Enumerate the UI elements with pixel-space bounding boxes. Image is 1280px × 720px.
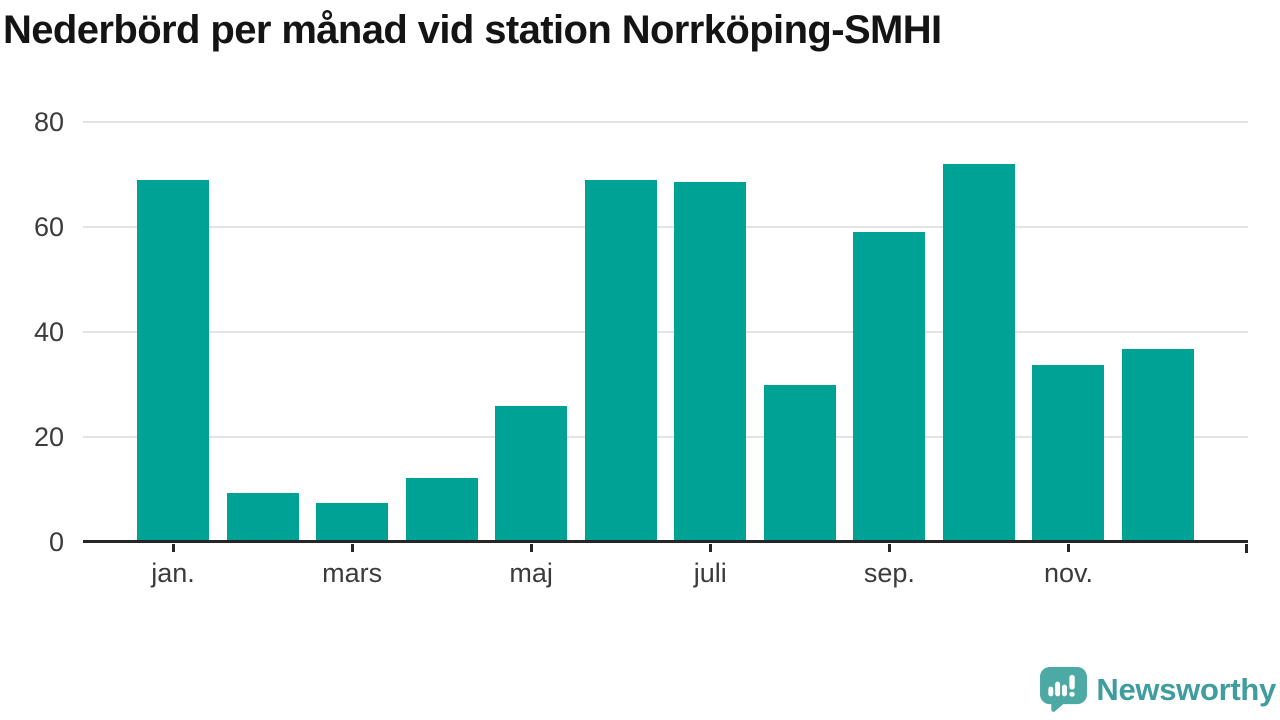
bar-maj — [495, 405, 568, 542]
y-tick-label: 0 — [48, 527, 64, 557]
bar-okt. — [942, 164, 1015, 542]
x-tick-label: sep. — [863, 558, 915, 588]
y-tick-label: 80 — [33, 107, 64, 137]
y-tick-label: 20 — [33, 422, 64, 452]
x-tick — [350, 544, 354, 552]
gridline-20 — [83, 436, 1248, 438]
gridline-40 — [83, 331, 1248, 333]
bars-group — [83, 122, 1248, 542]
bar-apr. — [405, 478, 478, 542]
y-tick-label: 40 — [33, 317, 64, 347]
y-tick-label: 60 — [33, 212, 64, 242]
x-tick — [171, 544, 175, 552]
gridline-60 — [83, 226, 1248, 228]
bar-feb. — [226, 493, 299, 542]
x-axis-line — [83, 540, 1248, 543]
gridline-80 — [83, 121, 1248, 123]
bar-nov. — [1032, 365, 1105, 542]
x-tick-label: jan. — [151, 558, 195, 588]
bar-dec. — [1121, 348, 1194, 542]
bar-mars — [316, 503, 389, 542]
bar-sep. — [853, 232, 926, 542]
brand-name: Newsworthy — [1096, 672, 1276, 707]
y-axis: 0 20 40 60 80 — [0, 107, 64, 557]
bar-jan. — [137, 179, 209, 542]
x-tick — [529, 544, 533, 552]
x-tick-label: juli — [693, 558, 727, 588]
bar-juli — [674, 181, 747, 542]
x-tick-label: nov. — [1043, 558, 1093, 588]
chart-title: Nederbörd per månad vid station Norrköpi… — [3, 8, 942, 52]
x-tick — [1066, 544, 1070, 552]
newsworthy-icon — [1040, 667, 1088, 712]
bar-aug. — [763, 384, 836, 542]
plot-area: jan. mars maj juli sep. nov. — [83, 121, 1248, 588]
x-axis-end-tick — [1245, 544, 1248, 553]
x-tick — [887, 544, 891, 552]
x-tick-label: mars — [322, 558, 383, 588]
brand-logo: Newsworthy — [1040, 667, 1276, 712]
x-tick — [708, 544, 712, 552]
x-tick-label: maj — [509, 558, 553, 588]
bar-juni — [584, 180, 657, 542]
